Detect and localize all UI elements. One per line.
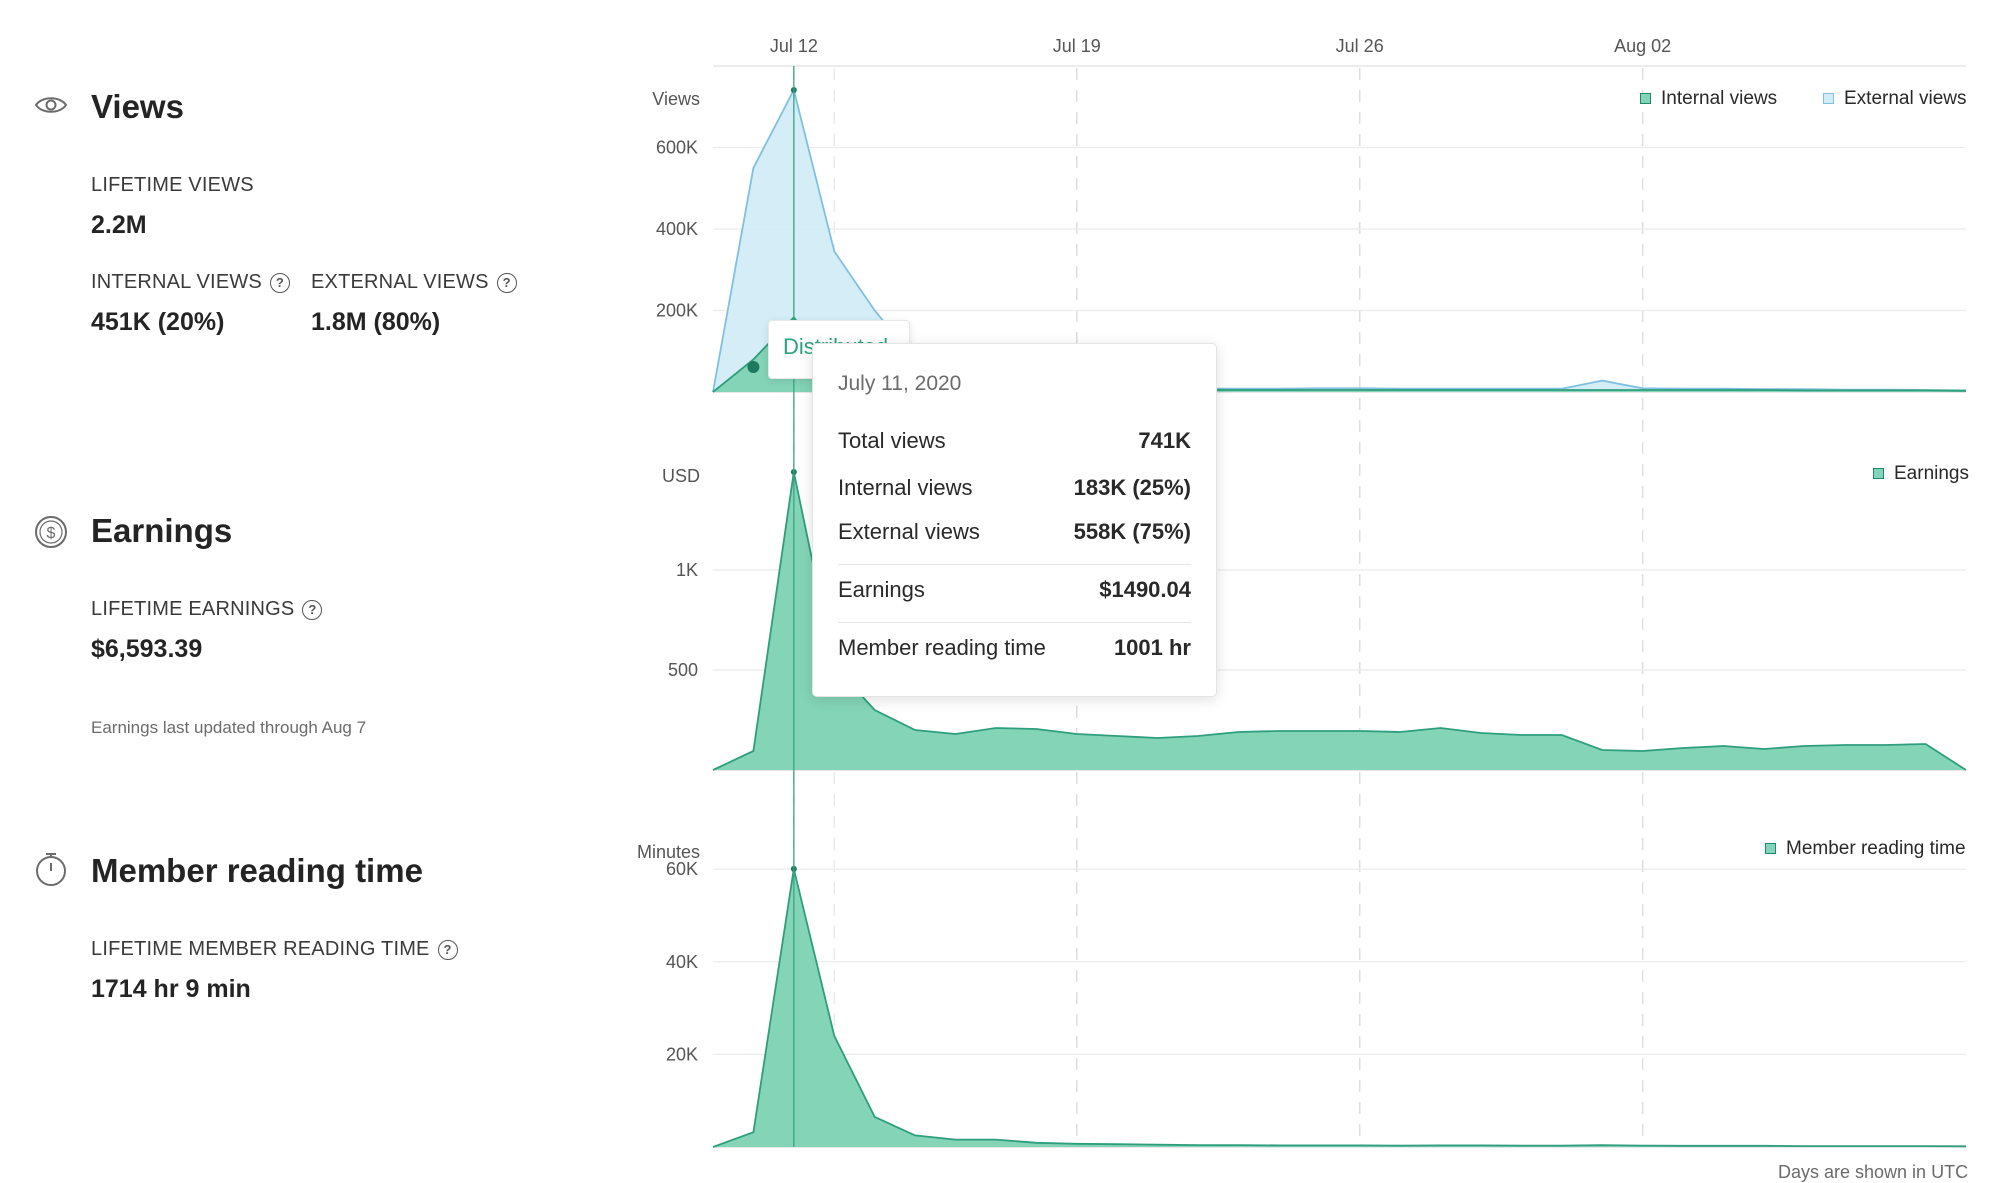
hover-tooltip: July 11, 2020 Total views 741K Internal … <box>812 343 1217 697</box>
lifetime-earnings-stat: LIFETIME EARNINGS? <box>91 598 323 621</box>
help-icon[interactable]: ? <box>269 273 290 293</box>
external-views-label: EXTERNAL VIEWS <box>311 271 489 293</box>
tooltip-label: External views <box>838 519 980 544</box>
earnings-update-note: Earnings last updated through Aug 7 <box>91 718 367 737</box>
lifetime-views-value: 2.2M <box>91 211 147 239</box>
legend-internal-label: Internal views <box>1661 88 1778 109</box>
x-tick-label: Jul 12 <box>770 36 818 56</box>
dollar-icon: $ <box>35 516 67 548</box>
tooltip-label: Member reading time <box>838 635 1046 660</box>
external-views-value: 1.8M (80%) <box>311 308 441 336</box>
legend-reading-time[interactable]: Member reading time <box>1765 838 1966 860</box>
eye-icon <box>34 97 68 113</box>
legend-earnings[interactable]: Earnings <box>1873 463 1969 485</box>
series-line <box>712 471 1967 771</box>
y-tick-label: 60K <box>666 859 698 879</box>
legend-swatch <box>1873 468 1884 479</box>
tooltip-row-external-views: External views 558K (75%) <box>838 519 1191 549</box>
y-tick-label: 500 <box>668 660 698 680</box>
y-tick-label: 20K <box>666 1044 698 1064</box>
series-area <box>713 868 1966 1147</box>
tooltip-value: 741K <box>1138 428 1191 453</box>
tooltip-row-total-views: Total views 741K <box>838 428 1191 458</box>
y-unit-label: Minutes <box>637 842 700 862</box>
legend-swatch <box>1765 843 1776 854</box>
lifetime-reading-stat: LIFETIME MEMBER READING TIME? <box>91 938 458 961</box>
legend-earnings-label: Earnings <box>1894 463 1969 484</box>
internal-views-label: INTERNAL VIEWS <box>91 271 262 293</box>
tooltip-value: $1490.04 <box>1099 577 1191 602</box>
lifetime-reading-value: 1714 hr 9 min <box>91 975 251 1003</box>
tooltip-label: Total views <box>838 428 946 453</box>
y-tick-label: 200K <box>656 301 698 321</box>
y-tick-label: 40K <box>666 952 698 972</box>
tooltip-label: Internal views <box>838 475 973 500</box>
earnings-title: Earnings <box>91 512 233 549</box>
tooltip-value: 183K (25%) <box>1073 475 1191 500</box>
help-icon[interactable]: ? <box>437 940 458 960</box>
x-tick-label: Aug 02 <box>1614 36 1671 56</box>
tooltip-label: Earnings <box>838 577 925 602</box>
x-tick-label: Jul 19 <box>1053 36 1101 56</box>
internal-views-stat: INTERNAL VIEWS? <box>91 271 290 294</box>
help-icon[interactable]: ? <box>496 273 517 293</box>
tooltip-row-reading-time: Member reading time 1001 hr <box>838 635 1191 665</box>
legend-external-label: External views <box>1844 88 1967 109</box>
help-icon[interactable]: ? <box>302 600 323 620</box>
lifetime-earnings-value: $6,593.39 <box>91 635 203 663</box>
y-unit-label: Views <box>652 89 700 109</box>
y-unit-label: USD <box>662 466 700 486</box>
reading-title: Member reading time <box>91 852 423 889</box>
lifetime-reading-label: LIFETIME MEMBER READING TIME <box>91 938 430 960</box>
series-line <box>712 868 1967 1148</box>
tooltip-row-internal-views: Internal views 183K (25%) <box>838 475 1191 505</box>
external-views-stat: EXTERNAL VIEWS? <box>311 271 517 294</box>
tooltip-value: 1001 hr <box>1113 635 1191 660</box>
svg-text:$: $ <box>47 525 56 542</box>
y-tick-label: 400K <box>656 219 698 239</box>
tooltip-row-earnings: Earnings $1490.04 <box>838 577 1191 607</box>
views-title: Views <box>91 88 184 125</box>
utc-footer-note: Days are shown in UTC <box>1778 1162 1969 1182</box>
legend-reading-label: Member reading time <box>1786 838 1966 859</box>
legend-swatch <box>1823 93 1834 104</box>
tooltip-date: July 11, 2020 <box>838 372 962 395</box>
distributed-marker[interactable] <box>747 361 760 373</box>
lifetime-views-label: LIFETIME VIEWS <box>91 174 254 196</box>
tooltip-divider <box>838 622 1191 623</box>
legend-external-views[interactable]: External views <box>1823 88 1967 110</box>
internal-views-value: 451K (20%) <box>91 308 225 336</box>
tooltip-divider <box>838 564 1191 565</box>
series-area <box>713 472 1966 770</box>
legend-swatch <box>1640 93 1651 104</box>
y-tick-label: 600K <box>656 138 698 158</box>
y-tick-label: 1K <box>676 560 698 580</box>
x-tick-label: Jul 26 <box>1336 36 1384 56</box>
stopwatch-icon <box>36 853 66 886</box>
legend-internal-views[interactable]: Internal views <box>1640 88 1777 110</box>
tooltip-value: 558K (75%) <box>1073 519 1191 544</box>
lifetime-earnings-label: LIFETIME EARNINGS <box>91 598 295 620</box>
